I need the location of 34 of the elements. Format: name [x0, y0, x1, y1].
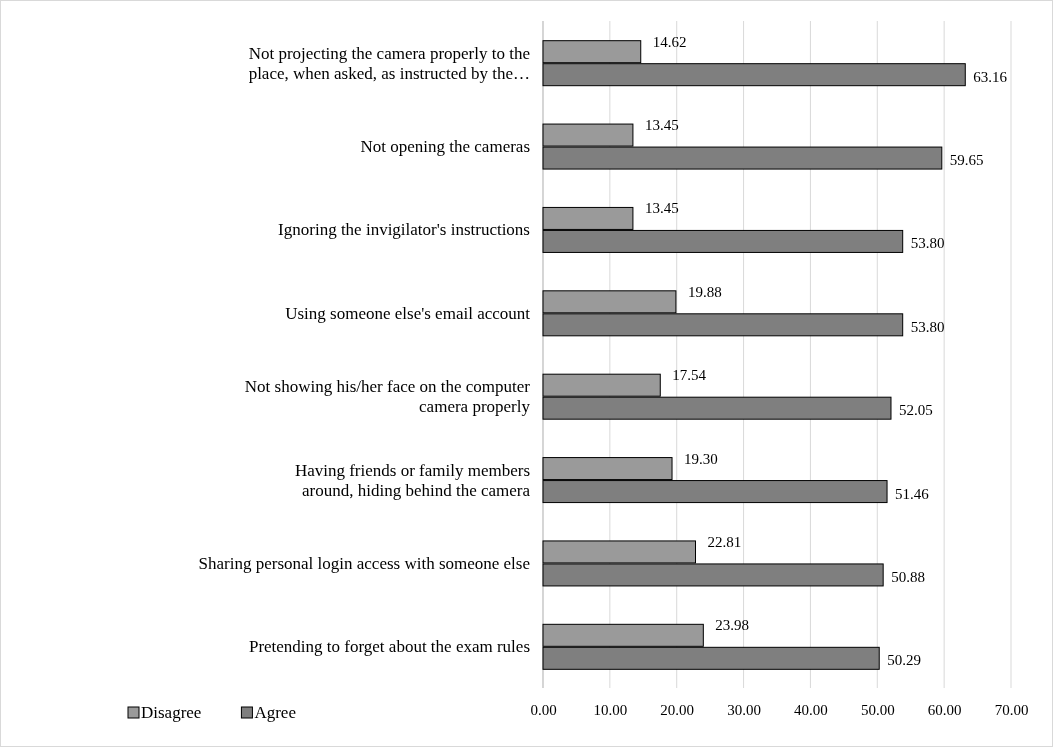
- y-tick-label: Using someone else's email account: [285, 303, 531, 323]
- y-tick-label: Having friends or family members around, hiding behind the camera: [294, 460, 531, 500]
- data-label: 22.81: [707, 533, 742, 550]
- data-label: 63.16: [973, 68, 1008, 85]
- y-tick-label: Sharing personal login access with someone else: [198, 553, 530, 573]
- legend-label: Disagree: [141, 703, 202, 722]
- data-label: 19.88: [687, 283, 722, 300]
- data-label: 17.54: [672, 367, 707, 384]
- x-tick-label: 60.00: [927, 701, 962, 718]
- data-label: 13.45: [644, 200, 679, 217]
- legend-label: Agree: [254, 703, 296, 722]
- data-label: 59.65: [949, 152, 984, 169]
- x-tick-label: 10.00: [593, 701, 628, 718]
- x-tick-label: 30.00: [727, 701, 761, 718]
- x-tick-label: 50.00: [860, 701, 895, 718]
- data-label: 14.62: [652, 33, 687, 50]
- data-label: 19.30: [684, 450, 718, 467]
- data-label: 13.45: [644, 117, 679, 134]
- data-label: 23.98: [715, 617, 750, 634]
- x-tick-label: 20.00: [660, 701, 695, 718]
- data-label: 53.80: [910, 318, 945, 335]
- data-label: 52.05: [898, 402, 933, 419]
- y-tick-label: Not opening the cameras: [360, 137, 530, 157]
- x-tick-label: 40.00: [794, 701, 828, 718]
- x-tick-label: 70.00: [994, 701, 1029, 718]
- x-tick-label: 0.00: [530, 701, 557, 718]
- y-tick-label: Ignoring the invigilator's instructions: [278, 220, 530, 240]
- y-tick-label: Not projecting the camera properly to the place, when asked, as instructed by the…: [248, 43, 530, 83]
- data-label: 51.46: [895, 485, 930, 502]
- y-tick-label: Not showing his/her face on the computer camera properly: [244, 377, 531, 417]
- data-label: 53.80: [910, 235, 945, 252]
- y-tick-label: Pretending to forget about the exam rules: [248, 637, 530, 657]
- data-label: 50.88: [891, 568, 925, 585]
- data-label: 50.29: [887, 652, 921, 669]
